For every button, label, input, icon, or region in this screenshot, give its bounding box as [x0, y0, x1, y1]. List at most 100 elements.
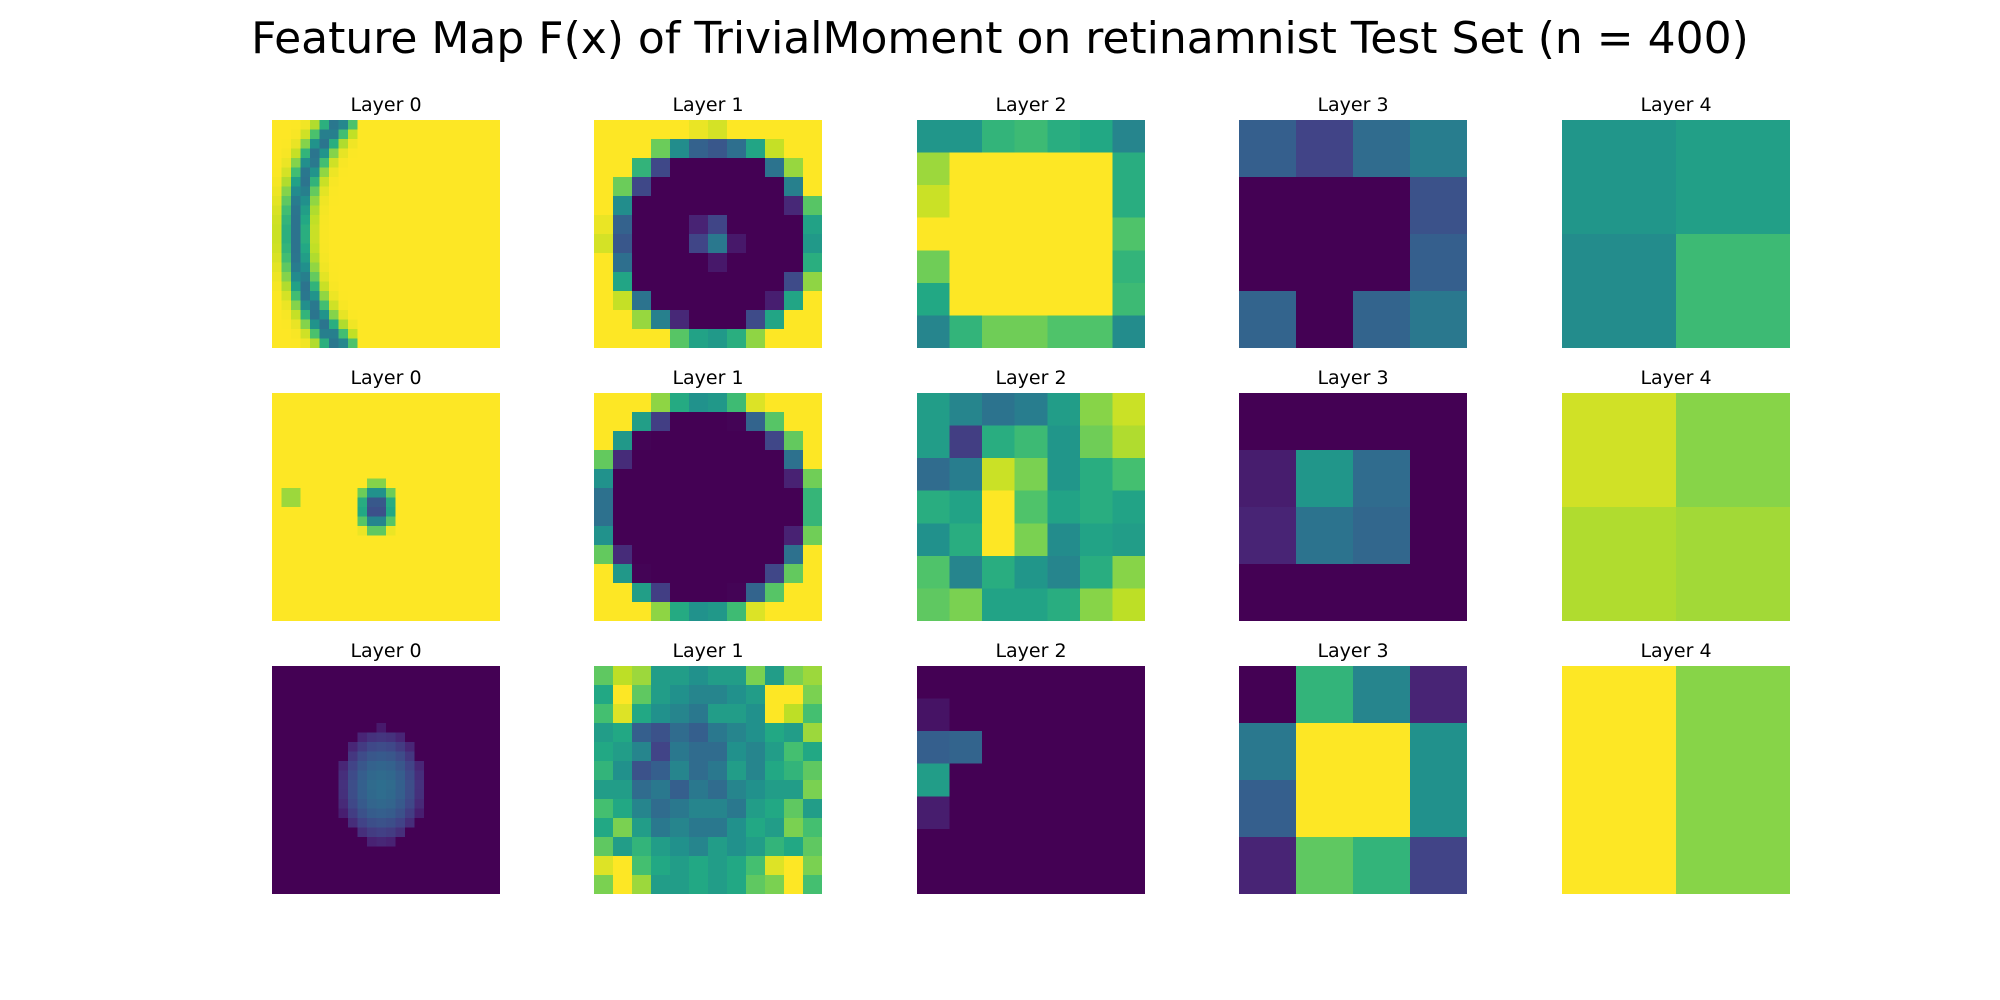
heatmap-cell — [405, 291, 415, 301]
heatmap-cell — [708, 120, 728, 140]
heatmap-cell — [376, 751, 387, 762]
heatmap-cell — [481, 243, 491, 254]
heatmap-cell — [272, 224, 282, 235]
heatmap-cell — [329, 846, 339, 857]
heatmap-cell — [310, 205, 320, 216]
heatmap-cell — [481, 129, 491, 140]
heatmap-cell — [414, 742, 425, 752]
heatmap-cell — [338, 120, 349, 130]
heatmap-cell — [395, 723, 406, 733]
heatmap-cell — [310, 761, 320, 771]
heatmap-cell — [414, 253, 425, 263]
heatmap-cell — [300, 234, 311, 244]
heatmap-cell — [319, 319, 330, 330]
heatmap-cell — [708, 856, 728, 876]
heatmap-cell — [300, 507, 311, 517]
heatmap-cell — [395, 592, 406, 603]
heatmap-cell — [1047, 250, 1081, 284]
heatmap-cell — [386, 535, 396, 546]
heatmap-cell — [386, 507, 396, 517]
heatmap-cell — [310, 139, 320, 149]
heatmap-cell — [632, 583, 652, 603]
heatmap-cell — [917, 217, 951, 251]
heatmap-cell — [424, 526, 434, 536]
heatmap-cell — [689, 291, 709, 311]
heatmap-cell — [490, 224, 500, 235]
heatmap-cell — [310, 564, 320, 574]
heatmap-cell — [917, 555, 951, 590]
heatmap-cell — [300, 856, 311, 866]
heatmap-cell — [395, 421, 406, 432]
heatmap-cell — [291, 799, 301, 809]
heatmap-cell — [329, 215, 339, 225]
heatmap-cell — [949, 555, 983, 590]
heatmap-cell — [452, 310, 463, 320]
heatmap-cell — [300, 272, 311, 282]
heatmap-cell — [376, 421, 387, 432]
heatmap-cell — [414, 402, 425, 413]
heatmap-cell — [746, 431, 766, 451]
heatmap-cell — [424, 808, 434, 819]
heatmap-cell — [490, 865, 500, 876]
heatmap-cell — [471, 129, 482, 140]
heatmap-cell — [481, 300, 491, 311]
heatmap-cell — [367, 704, 377, 714]
heatmap-cell — [651, 139, 671, 159]
heatmap-cell — [443, 761, 453, 771]
heatmap-cell — [452, 120, 463, 130]
heatmap-cell — [613, 177, 633, 197]
heatmap-cell — [471, 196, 482, 206]
heatmap-cell — [272, 564, 282, 574]
heatmap-cell — [462, 770, 472, 781]
heatmap-cell — [481, 205, 491, 216]
heatmap-cell — [405, 611, 415, 621]
heatmap-cell — [443, 884, 453, 894]
heatmap-cell — [357, 139, 368, 149]
heatmap-cell — [765, 291, 785, 311]
heatmap-cell — [632, 488, 652, 508]
heatmap-cell — [594, 291, 614, 311]
heatmap-cell — [632, 139, 652, 159]
heatmap-cell — [376, 808, 387, 819]
heatmap-cell — [594, 761, 614, 781]
heatmap-cell — [272, 205, 282, 216]
heatmap-cell — [338, 770, 349, 781]
heatmap-cell — [765, 215, 785, 235]
heatmap-cell — [291, 685, 301, 695]
heatmap-cell — [386, 516, 396, 527]
heatmap-cell — [300, 713, 311, 724]
heatmap-cell — [462, 338, 472, 348]
heatmap-cell — [319, 393, 330, 403]
heatmap-cell — [272, 856, 282, 866]
heatmap-cell — [357, 393, 368, 403]
heatmap-cell — [452, 827, 463, 838]
heatmap-cell — [462, 310, 472, 320]
heatmap-cell — [462, 497, 472, 508]
heatmap-cell — [632, 310, 652, 330]
heatmap-cell — [1562, 120, 1679, 237]
heatmap-cell — [310, 507, 320, 517]
heatmap-cell — [481, 865, 491, 876]
heatmap-cell — [281, 469, 292, 479]
heatmap-cell — [708, 253, 728, 273]
heatmap-cell — [443, 488, 453, 498]
heatmap-cell — [386, 272, 396, 282]
heatmap-cell — [765, 158, 785, 178]
heatmap-cell — [357, 554, 368, 565]
heatmap-cell — [727, 450, 747, 470]
heatmap-cell — [613, 507, 633, 527]
heatmap-cell — [348, 148, 358, 159]
heatmap-cell — [376, 215, 387, 225]
heatmap-image — [272, 393, 500, 621]
heatmap-image — [917, 393, 1145, 621]
heatmap-cell — [689, 215, 709, 235]
heatmap-cell — [300, 262, 311, 273]
heatmap-cell — [481, 732, 491, 743]
heatmap-cell — [708, 507, 728, 527]
heatmap-cell — [689, 253, 709, 273]
heatmap-cell — [433, 139, 444, 149]
heatmap-cell — [405, 535, 415, 546]
heatmap-cell — [414, 300, 425, 311]
heatmap-cell — [982, 217, 1016, 251]
heatmap-cell — [433, 497, 444, 508]
